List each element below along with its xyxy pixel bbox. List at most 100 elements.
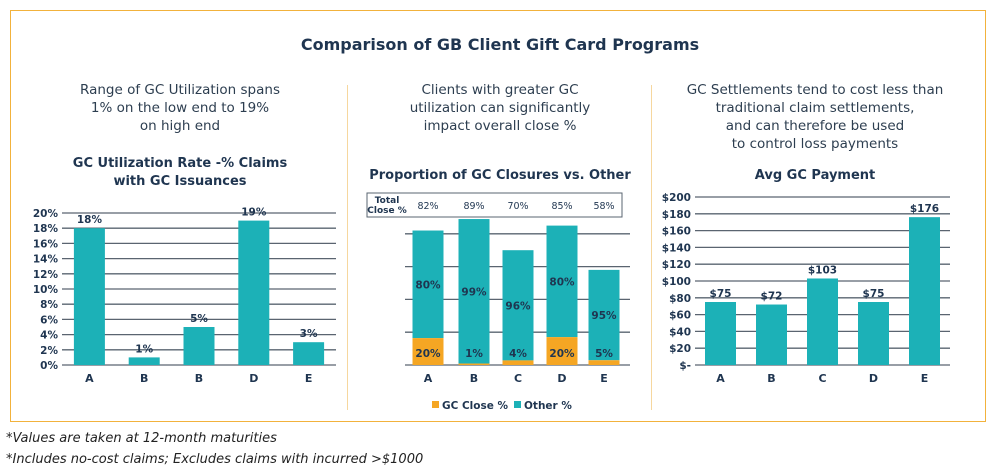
total-close-value: 85%	[551, 201, 572, 212]
gc-data-label: 4%	[509, 348, 527, 360]
y-tick-label: $-	[679, 360, 691, 372]
y-tick-label: $200	[662, 192, 691, 204]
data-label: $75	[710, 288, 732, 300]
bar-gc-close	[458, 363, 490, 365]
subtitle-line: Range of GC Utilization spans	[80, 82, 280, 98]
total-close-value: 89%	[463, 201, 484, 212]
panel-3-subtitle: GC Settlements tend to cost less than tr…	[655, 81, 975, 153]
bar	[128, 357, 160, 365]
y-tick-label: $180	[662, 209, 691, 221]
other-data-label: 80%	[549, 276, 575, 288]
footnote: *Includes no-cost claims; Excludes claim…	[6, 452, 424, 467]
y-tick-label: 16%	[33, 238, 59, 250]
page-title: Comparison of GB Client Gift Card Progra…	[300, 35, 700, 54]
total-close-label: Close %	[367, 206, 407, 216]
x-tick-label: B	[140, 372, 148, 385]
panel-divider	[651, 85, 652, 410]
y-tick-label: 14%	[33, 254, 59, 266]
y-tick-label: $140	[662, 242, 691, 254]
bar-other	[502, 250, 534, 361]
chart-3-title: Avg GC Payment	[754, 168, 876, 183]
subtitle-line: to control loss payments	[731, 136, 899, 152]
y-tick-label: 4%	[40, 330, 58, 342]
bar-other	[412, 230, 444, 339]
panel-divider	[347, 85, 348, 410]
subtitle-line: utilization can significantly	[409, 100, 591, 116]
total-close-label: Total	[375, 196, 400, 206]
data-label: 19%	[241, 207, 267, 219]
data-label: 1%	[135, 343, 153, 355]
x-tick-label: B	[195, 372, 203, 385]
y-tick-label: 6%	[40, 314, 58, 326]
legend-label: Other %	[524, 400, 572, 412]
title-line: GC Utilization Rate -% Claims	[72, 156, 288, 171]
y-tick-label: 8%	[40, 299, 58, 311]
bar-gc-close	[588, 360, 620, 365]
x-tick-label: A	[85, 372, 94, 385]
bar-other	[546, 225, 578, 338]
data-label: 5%	[190, 313, 208, 325]
bar	[705, 302, 736, 365]
y-tick-label: 10%	[33, 284, 59, 296]
subtitle-line: and can therefore be used	[725, 118, 905, 134]
y-tick-label: 2%	[40, 345, 58, 357]
x-tick-label: D	[557, 372, 566, 385]
total-close-value: 58%	[593, 201, 614, 212]
subtitle-line: on high end	[139, 118, 221, 134]
y-tick-label: $120	[662, 259, 691, 271]
bar	[293, 342, 325, 365]
subtitle-line: Clients with greater GC	[421, 82, 579, 98]
y-tick-label: 12%	[33, 269, 59, 281]
data-label: 18%	[77, 214, 103, 226]
y-tick-label: $20	[669, 343, 691, 355]
bar	[756, 304, 787, 365]
bar	[238, 220, 270, 365]
x-tick-label: E	[921, 372, 929, 385]
x-tick-label: C	[818, 372, 826, 385]
y-tick-label: $60	[669, 310, 691, 322]
other-data-label: 96%	[505, 300, 531, 312]
bar	[909, 217, 940, 365]
gc-data-label: 20%	[549, 348, 575, 360]
data-label: $176	[910, 203, 939, 215]
bar	[858, 302, 889, 365]
x-tick-label: E	[600, 372, 608, 385]
title-line: with GC Issuances	[113, 174, 247, 189]
x-tick-label: B	[767, 372, 775, 385]
content-frame	[10, 10, 986, 422]
x-tick-label: B	[470, 372, 478, 385]
y-tick-label: 18%	[33, 223, 59, 235]
total-close-value: 82%	[417, 201, 438, 212]
chart-2-title: Proportion of GC Closures vs. Other	[369, 168, 631, 183]
bar-other	[588, 269, 620, 361]
legend-swatch-other	[514, 401, 521, 408]
data-label: $75	[863, 288, 885, 300]
bar-gc-close	[502, 360, 534, 365]
data-label: 3%	[300, 328, 318, 340]
total-close-value: 70%	[507, 201, 528, 212]
data-label: $103	[808, 264, 837, 276]
y-tick-label: $80	[669, 293, 691, 305]
bar	[73, 228, 105, 365]
y-tick-label: 20%	[33, 208, 59, 220]
x-tick-label: E	[305, 372, 313, 385]
data-label: $72	[761, 291, 783, 303]
chart-1-title: GC Utilization Rate -% Claims with GC Is…	[30, 155, 330, 191]
footnote: *Values are taken at 12-month maturities	[6, 431, 277, 446]
panel-2-subtitle: Clients with greater GC utilization can …	[350, 81, 650, 135]
bar-gc-close	[546, 337, 578, 365]
y-tick-label: $100	[662, 276, 691, 288]
gc-data-label: 1%	[465, 348, 483, 360]
other-data-label: 95%	[591, 310, 617, 322]
subtitle-line: traditional claim settlements,	[715, 100, 915, 116]
legend-label: GC Close %	[442, 400, 509, 412]
x-tick-label: D	[869, 372, 878, 385]
x-tick-label: C	[514, 372, 522, 385]
x-tick-label: D	[249, 372, 258, 385]
subtitle-line: 1% on the low end to 19%	[90, 100, 270, 116]
bar	[183, 327, 215, 365]
gc-data-label: 20%	[415, 348, 441, 360]
legend-swatch-gc-close	[432, 401, 439, 408]
bar-other	[458, 219, 490, 364]
